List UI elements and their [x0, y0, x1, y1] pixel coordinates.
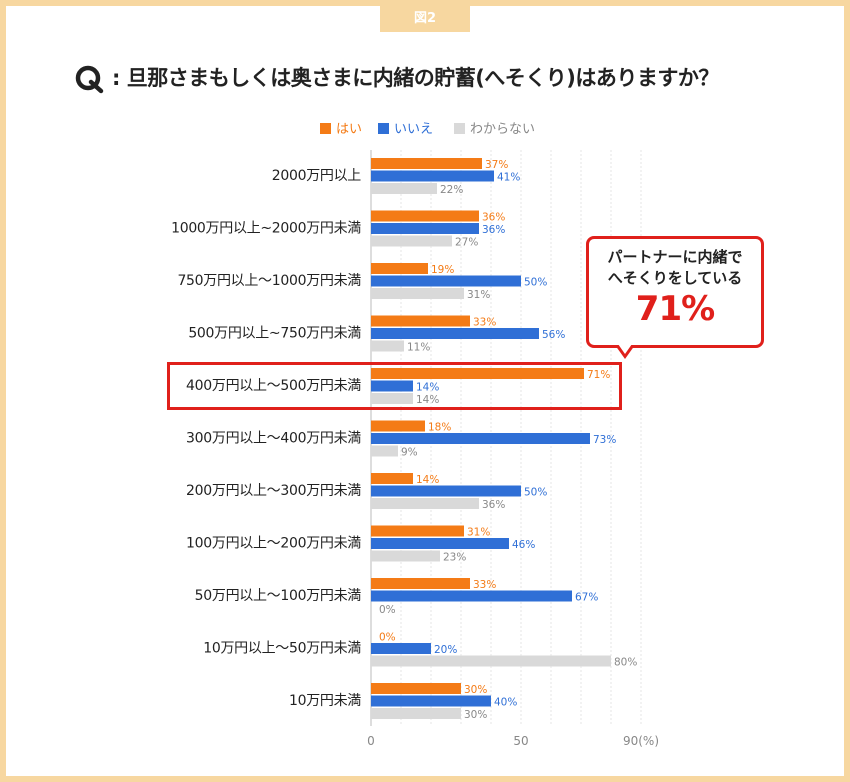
data-label: 0%: [379, 604, 396, 616]
bar-yes: [371, 525, 464, 537]
data-label: 31%: [467, 289, 490, 301]
data-label: 36%: [482, 212, 505, 224]
data-label: 22%: [440, 184, 463, 196]
category-label: 100万円以上～200万円未満: [186, 536, 361, 552]
callout-box: パートナーに内緒で へそくりをしている 71%: [586, 236, 764, 348]
bar-yes: [371, 368, 584, 379]
data-label: 14%: [416, 394, 439, 406]
data-label: 46%: [512, 539, 535, 551]
bar-yes: [371, 315, 470, 327]
data-label: 30%: [464, 684, 487, 696]
category-label: 10万円以上～50万円未満: [203, 641, 361, 657]
legend-swatch-unknown: [454, 123, 465, 134]
data-label: 36%: [482, 224, 505, 236]
x-tick-label: 50: [513, 734, 528, 748]
callout-tail-inner: [618, 344, 632, 354]
bar-no: [371, 538, 509, 549]
legend-swatch-yes: [320, 123, 331, 134]
data-label: 67%: [575, 592, 598, 604]
data-label: 30%: [464, 709, 487, 721]
data-label: 80%: [614, 657, 637, 669]
x-tick-label: 90(%): [623, 734, 659, 748]
data-label: 18%: [428, 422, 451, 434]
bar-no: [371, 643, 431, 654]
bar-yes: [371, 263, 428, 274]
bar-no: [371, 170, 494, 182]
bar-no: [371, 590, 572, 602]
data-label: 31%: [467, 527, 490, 539]
bar-no: [371, 485, 521, 497]
bar-unknown: [371, 445, 398, 457]
legend-label-no: いいえ: [394, 122, 434, 137]
data-label: 36%: [482, 499, 505, 511]
category-label: 200万円以上～300万円未満: [186, 483, 361, 499]
legend-label-unknown: わからない: [470, 122, 536, 137]
category-label: 750万円以上～1000万円未満: [177, 273, 361, 289]
data-label: 14%: [416, 474, 439, 486]
bar-unknown: [371, 708, 461, 719]
callout-line-1: パートナーに内緒で: [607, 248, 743, 266]
category-label: 500万円以上~750万円未満: [188, 326, 361, 342]
data-label: 20%: [434, 644, 457, 656]
question-title: : 旦那さまもしくは奥さまに内緒の貯蓄(へそくり)はありますか？: [112, 66, 719, 90]
data-label: 37%: [485, 159, 508, 171]
legend-item-no: いいえ: [378, 118, 433, 137]
data-label: 33%: [473, 317, 496, 329]
bar-unknown: [371, 183, 437, 194]
bar-yes: [371, 210, 479, 222]
data-label: 11%: [407, 342, 430, 354]
legend-label-yes: はい: [336, 122, 363, 137]
bar-yes: [371, 683, 461, 694]
bar-unknown: [371, 288, 464, 299]
x-tick-label: 0: [367, 734, 375, 748]
bar-unknown: [371, 235, 452, 247]
category-label: 400万円以上～500万円未満: [186, 378, 361, 394]
data-label: 73%: [593, 434, 616, 446]
category-label: 1000万円以上~2000万円未満: [171, 221, 361, 237]
legend-item-yes: はい: [320, 118, 362, 137]
bar-unknown: [371, 655, 611, 667]
bar-yes: [371, 420, 425, 432]
data-label: 23%: [443, 552, 466, 564]
legend-swatch-no: [378, 123, 389, 134]
bar-no: [371, 275, 521, 287]
callout-line-2: へそくりをしている: [607, 269, 743, 287]
bar-unknown: [371, 393, 413, 404]
category-label: 300万円以上～400万円未満: [186, 431, 361, 447]
data-label: 9%: [401, 447, 418, 459]
figure-label: 図2: [380, 6, 470, 32]
category-label: 50万円以上～100万円未満: [195, 588, 362, 604]
data-label: 14%: [416, 382, 439, 394]
bar-no: [371, 328, 539, 339]
data-label: 27%: [455, 237, 478, 249]
highlight-box: [167, 362, 622, 410]
data-label: 41%: [497, 172, 520, 184]
bar-yes: [371, 578, 470, 589]
bar-no: [371, 433, 590, 444]
legend-item-unknown: わからない: [454, 118, 535, 137]
category-label: 2000万円以上: [272, 168, 362, 184]
data-label: 50%: [524, 487, 547, 499]
question-q-icon: [75, 65, 104, 94]
bar-unknown: [371, 550, 440, 562]
data-label: 0%: [379, 632, 396, 644]
bar-yes: [371, 158, 482, 169]
data-label: 40%: [494, 697, 517, 709]
bar-no: [371, 695, 491, 707]
data-label: 50%: [524, 277, 547, 289]
data-label: 71%: [587, 369, 610, 381]
bar-unknown: [371, 340, 404, 352]
bar-no: [371, 223, 479, 234]
category-label: 10万円未満: [289, 693, 361, 709]
bar-unknown: [371, 498, 479, 509]
callout-value: 71%: [635, 289, 715, 329]
data-label: 19%: [431, 264, 454, 276]
data-label: 56%: [542, 329, 565, 341]
bar-yes: [371, 473, 413, 484]
bar-no: [371, 380, 413, 392]
data-label: 33%: [473, 579, 496, 591]
